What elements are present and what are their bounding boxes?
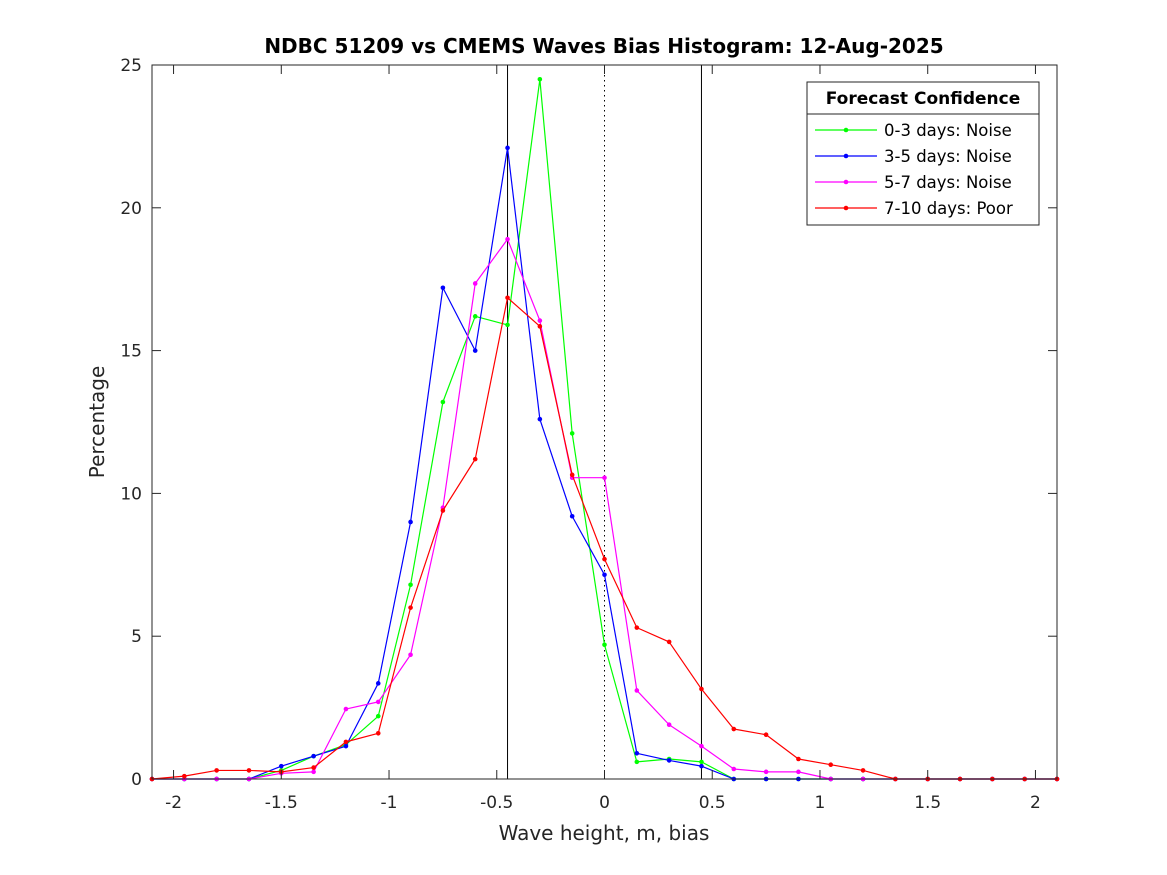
data-point [763, 732, 769, 738]
data-point [472, 456, 478, 462]
legend-label: 7-10 days: Poor [884, 199, 1013, 218]
data-point [860, 768, 866, 773]
data-point [182, 773, 187, 779]
legend-entries: 0-3 days: Noise 3-5 days: Noise 5-7 days: … [815, 121, 1013, 218]
legend-swatch-marker [843, 205, 849, 211]
y-tick-label: 25 [120, 56, 142, 76]
legend-entry: 3-5 days: Noise [815, 147, 1012, 166]
legend-entry: 0-3 days: Noise [815, 121, 1012, 140]
data-point [634, 759, 640, 765]
data-point [763, 769, 769, 775]
legend-box [806, 81, 1040, 226]
data-point [375, 699, 381, 705]
legend-swatch-marker [843, 127, 849, 133]
y-tick-label: 0 [131, 770, 142, 790]
data-point [408, 519, 413, 525]
data-point [278, 763, 284, 769]
data-point [699, 763, 704, 769]
x-axis-label: Wave height, m, bias [499, 821, 710, 845]
data-point [634, 750, 640, 756]
x-tick-label: -2 [165, 793, 182, 813]
legend: Forecast Confidence 0-3 days: Noise 3-5 d… [806, 81, 1040, 226]
data-point [408, 582, 413, 588]
data-point [440, 399, 446, 405]
legend-swatch-marker [843, 179, 849, 185]
data-point [375, 731, 381, 736]
legend-entry: 5-7 days: Noise [815, 173, 1012, 192]
data-point [666, 639, 672, 645]
legend-label: 3-5 days: Noise [884, 147, 1012, 166]
data-point [472, 348, 478, 353]
x-tick-label: 0.5 [699, 793, 726, 813]
data-point [634, 625, 640, 630]
data-point [731, 766, 737, 772]
data-point [537, 318, 543, 323]
data-point [311, 765, 316, 770]
x-tick-label: 2 [1030, 793, 1041, 813]
data-point [246, 768, 252, 773]
data-point [569, 472, 575, 478]
data-point [440, 508, 446, 513]
x-tick-label: -0.5 [480, 793, 513, 813]
data-point [472, 314, 478, 319]
chart-title: NDBC 51209 vs CMEMS Waves Bias Histogram… [264, 34, 943, 58]
y-tick-label: 20 [120, 199, 142, 219]
data-point [505, 295, 510, 301]
x-tick-label: -1 [381, 793, 398, 813]
y-tick-label: 5 [131, 627, 142, 647]
y-tick-label: 10 [120, 484, 142, 504]
data-point [699, 686, 704, 692]
data-point [375, 681, 381, 686]
data-point [602, 556, 607, 562]
data-point [505, 236, 510, 242]
data-point [569, 513, 575, 519]
y-axis-label: Percentage [85, 366, 109, 479]
data-point [537, 76, 543, 82]
y-tick-label: 15 [120, 342, 142, 362]
legend-label: 0-3 days: Noise [884, 121, 1012, 140]
data-point [408, 652, 413, 658]
data-point [828, 762, 834, 768]
data-point [666, 722, 672, 728]
series-layer [149, 76, 1060, 782]
data-point [666, 758, 672, 763]
x-tick-label: 1.5 [914, 793, 941, 813]
data-point [505, 145, 510, 151]
data-point [731, 726, 737, 732]
legend-swatch-marker [843, 153, 849, 159]
data-point [311, 753, 316, 759]
data-point [472, 281, 478, 286]
x-axis: -2 -1.5 -1 -0.5 0 0.5 1 1.5 2 [165, 65, 1041, 813]
data-point [569, 431, 575, 436]
data-point [634, 688, 640, 693]
legend-title: Forecast Confidence [826, 89, 1021, 109]
data-point [343, 739, 349, 745]
data-point [537, 416, 543, 422]
data-point [602, 572, 607, 578]
data-point [796, 769, 801, 775]
data-point [311, 769, 316, 775]
data-point [440, 285, 446, 291]
data-point [602, 475, 607, 480]
data-point [505, 322, 510, 328]
y-axis: 0 5 10 15 20 25 [120, 56, 1057, 790]
data-point [602, 642, 607, 648]
data-point [699, 759, 704, 765]
legend-label: 5-7 days: Noise [884, 173, 1012, 192]
data-point [343, 743, 349, 749]
legend-entry: 7-10 days: Poor [815, 199, 1013, 218]
data-point [699, 743, 704, 749]
data-point [214, 768, 219, 773]
data-point [796, 756, 801, 762]
x-tick-label: -1.5 [265, 793, 298, 813]
data-point [537, 324, 543, 329]
x-tick-label: 1 [815, 793, 826, 813]
data-point [408, 605, 413, 610]
x-tick-label: 0 [599, 793, 610, 813]
data-point [375, 713, 381, 719]
reference-lines [507, 65, 702, 779]
data-point [343, 706, 349, 712]
